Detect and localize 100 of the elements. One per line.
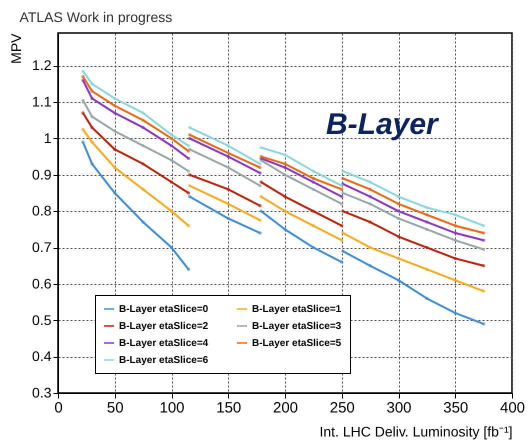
y-tick-label: 0.3	[32, 384, 52, 400]
point	[312, 170, 315, 173]
point	[90, 115, 94, 118]
point	[113, 166, 116, 170]
point	[425, 213, 428, 216]
point	[226, 188, 230, 191]
point	[454, 231, 457, 235]
y-tick-label: 1.2	[32, 57, 52, 74]
point	[425, 246, 428, 250]
point	[258, 204, 262, 208]
point	[454, 278, 457, 282]
point	[283, 166, 287, 170]
point	[396, 256, 400, 260]
legend-label: B-Layer etaSlice=2	[119, 321, 209, 332]
legend-label: B-Layer etaSlice=4	[119, 338, 209, 349]
point	[90, 162, 94, 166]
point	[482, 238, 486, 242]
point	[142, 188, 145, 191]
point	[482, 264, 486, 268]
point	[312, 180, 315, 184]
point	[186, 191, 190, 195]
point	[312, 176, 315, 180]
point	[90, 90, 94, 93]
point	[312, 210, 315, 213]
legend-label: B-Layer etaSlice=3	[252, 321, 342, 332]
point	[396, 235, 400, 238]
point	[396, 195, 400, 198]
point	[81, 140, 85, 144]
legend-label: B-Layer etaSlice=5	[252, 338, 342, 349]
point	[258, 231, 262, 235]
x-tick-label: 250	[330, 400, 355, 416]
point	[142, 220, 145, 224]
point	[341, 250, 344, 253]
point	[142, 126, 145, 130]
point	[188, 126, 192, 130]
point	[368, 264, 372, 268]
point	[90, 126, 94, 130]
point	[425, 268, 428, 271]
point	[396, 210, 400, 213]
point	[396, 202, 400, 206]
point	[81, 98, 85, 102]
x-tick-label: 200	[272, 400, 298, 416]
point	[283, 228, 287, 231]
point	[113, 96, 116, 100]
point	[81, 75, 85, 78]
y-tick-label: 0.5	[32, 312, 52, 328]
point	[425, 206, 428, 210]
x-tick-label: 50	[106, 400, 124, 416]
point	[340, 238, 344, 242]
x-tick-label: 400	[500, 400, 526, 416]
y-tick-label: 0.9	[32, 166, 52, 182]
point	[312, 224, 315, 228]
point	[81, 70, 85, 73]
point	[90, 96, 94, 100]
point	[454, 238, 457, 242]
point	[226, 144, 230, 148]
point	[81, 128, 85, 131]
point	[170, 136, 174, 140]
point	[186, 156, 190, 160]
point	[396, 278, 400, 282]
point	[368, 188, 372, 191]
point	[186, 144, 190, 148]
point	[341, 231, 344, 235]
point	[170, 144, 174, 148]
y-tick-label: 1.1	[32, 94, 52, 110]
x-tick-label: 100	[159, 400, 185, 416]
point	[341, 170, 344, 173]
point	[368, 220, 372, 224]
point	[341, 176, 344, 180]
point	[170, 180, 174, 184]
point	[283, 162, 287, 166]
point	[368, 180, 372, 184]
y-tick-label: 0.8	[32, 202, 52, 219]
point	[340, 260, 344, 264]
point	[188, 184, 192, 188]
point	[454, 311, 457, 315]
point	[425, 228, 428, 231]
point	[368, 246, 372, 250]
point	[312, 246, 315, 250]
point	[482, 290, 486, 293]
point	[340, 202, 344, 206]
point	[258, 171, 262, 175]
point	[482, 322, 486, 326]
point	[170, 158, 174, 162]
point	[142, 118, 145, 122]
y-tick-label: 0.4	[32, 348, 52, 364]
point	[425, 220, 428, 224]
point	[258, 184, 262, 188]
point	[170, 210, 174, 213]
point	[90, 82, 94, 86]
point	[258, 166, 262, 170]
x-tick-label: 350	[443, 400, 468, 416]
point	[113, 130, 116, 133]
point	[113, 148, 116, 151]
point	[482, 231, 486, 235]
legend-label: B-Layer etaSlice=0	[119, 304, 209, 315]
chart-title: ATLAS Work in progress	[20, 9, 172, 25]
point	[340, 195, 344, 198]
y-axis-title: MPV	[8, 32, 24, 64]
point	[312, 188, 315, 191]
